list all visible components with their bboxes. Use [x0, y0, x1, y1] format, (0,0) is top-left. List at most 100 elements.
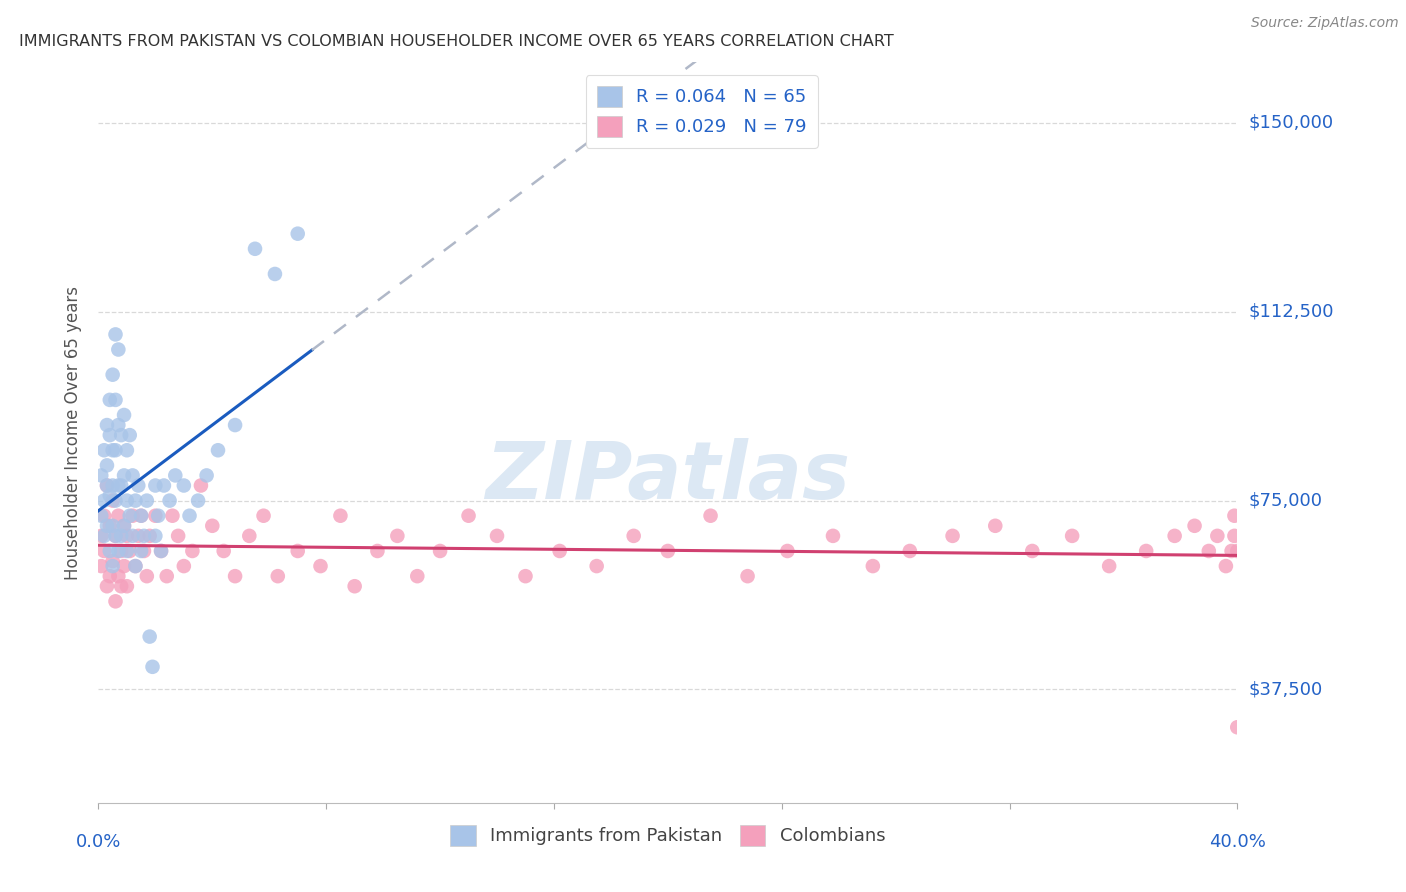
Point	[548, 544, 571, 558]
Point	[201, 518, 224, 533]
Point	[104, 594, 127, 608]
Point	[110, 579, 132, 593]
Point	[150, 544, 173, 558]
Point	[138, 630, 160, 644]
Point	[984, 518, 1007, 533]
Point	[104, 327, 127, 342]
Point	[110, 529, 132, 543]
Point	[1220, 544, 1243, 558]
Point	[112, 518, 135, 533]
Point	[104, 529, 127, 543]
Point	[623, 529, 645, 543]
Point	[173, 559, 195, 574]
Point	[107, 343, 129, 357]
Point	[429, 544, 451, 558]
Point	[138, 529, 160, 543]
Point	[129, 508, 152, 523]
Point	[115, 544, 138, 558]
Point	[776, 544, 799, 558]
Point	[224, 569, 246, 583]
Point	[309, 559, 332, 574]
Text: 40.0%: 40.0%	[1209, 833, 1265, 851]
Point	[98, 569, 121, 583]
Point	[107, 508, 129, 523]
Point	[150, 544, 173, 558]
Point	[96, 478, 118, 492]
Point	[287, 227, 309, 241]
Point	[118, 544, 141, 558]
Point	[145, 529, 167, 543]
Point	[93, 529, 115, 543]
Point	[173, 478, 195, 492]
Point	[1215, 559, 1237, 574]
Point	[1135, 544, 1157, 558]
Point	[115, 493, 138, 508]
Point	[104, 493, 127, 508]
Point	[110, 428, 132, 442]
Point	[112, 468, 135, 483]
Point	[387, 529, 409, 543]
Point	[329, 508, 352, 523]
Point	[1226, 720, 1249, 734]
Point	[115, 443, 138, 458]
Point	[1062, 529, 1084, 543]
Point	[107, 418, 129, 433]
Point	[267, 569, 290, 583]
Text: $37,500: $37,500	[1249, 681, 1323, 698]
Point	[121, 508, 143, 523]
Point	[90, 529, 112, 543]
Point	[898, 544, 921, 558]
Point	[104, 392, 127, 407]
Point	[162, 508, 184, 523]
Point	[1198, 544, 1220, 558]
Point	[118, 508, 141, 523]
Point	[107, 478, 129, 492]
Point	[737, 569, 759, 583]
Point	[657, 544, 679, 558]
Point	[90, 468, 112, 483]
Point	[148, 508, 170, 523]
Point	[224, 418, 246, 433]
Point	[101, 443, 124, 458]
Point	[129, 544, 152, 558]
Point	[121, 468, 143, 483]
Point	[207, 443, 229, 458]
Text: Source: ZipAtlas.com: Source: ZipAtlas.com	[1251, 16, 1399, 30]
Point	[343, 579, 366, 593]
Point	[699, 508, 721, 523]
Point	[93, 544, 115, 558]
Point	[159, 493, 181, 508]
Point	[112, 518, 135, 533]
Point	[90, 508, 112, 523]
Point	[110, 478, 132, 492]
Point	[135, 493, 157, 508]
Point	[287, 544, 309, 558]
Point	[135, 569, 157, 583]
Point	[1184, 518, 1206, 533]
Point	[96, 458, 118, 473]
Point	[238, 529, 260, 543]
Point	[124, 559, 146, 574]
Point	[93, 443, 115, 458]
Point	[101, 518, 124, 533]
Point	[127, 529, 149, 543]
Point	[124, 559, 146, 574]
Point	[115, 529, 138, 543]
Point	[115, 579, 138, 593]
Point	[132, 544, 155, 558]
Point	[118, 428, 141, 442]
Point	[98, 489, 121, 503]
Point	[212, 544, 235, 558]
Point	[179, 508, 201, 523]
Point	[187, 493, 209, 508]
Text: $150,000: $150,000	[1249, 114, 1333, 132]
Point	[156, 569, 179, 583]
Point	[252, 508, 274, 523]
Point	[96, 418, 118, 433]
Point	[101, 478, 124, 492]
Point	[101, 368, 124, 382]
Point	[110, 544, 132, 558]
Point	[942, 529, 965, 543]
Text: IMMIGRANTS FROM PAKISTAN VS COLOMBIAN HOUSEHOLDER INCOME OVER 65 YEARS CORRELATI: IMMIGRANTS FROM PAKISTAN VS COLOMBIAN HO…	[18, 34, 893, 49]
Point	[862, 559, 884, 574]
